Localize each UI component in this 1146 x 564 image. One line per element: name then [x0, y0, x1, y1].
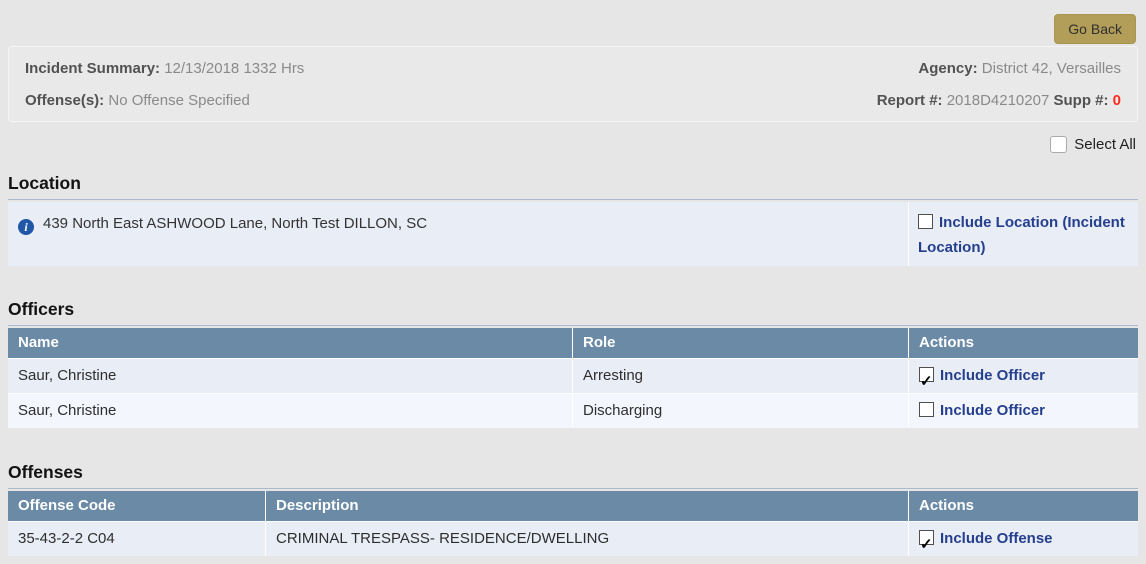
- report-number-label: Report #:: [876, 92, 943, 109]
- top-bar: Go Back: [0, 0, 1146, 44]
- location-heading: Location: [8, 173, 81, 193]
- officer-name: Saur, Christine: [8, 359, 572, 393]
- offenses-label: Offense(s):: [25, 92, 105, 109]
- officer-role: Discharging: [572, 394, 908, 428]
- include-officer-link[interactable]: Include Officer: [940, 402, 1046, 419]
- offenses-value: No Offense Specified: [108, 92, 250, 109]
- include-offense-checkbox[interactable]: [919, 528, 934, 556]
- include-officer-checkbox[interactable]: [919, 365, 934, 393]
- officer-row: Saur, Christine Discharging Include Offi…: [8, 393, 1138, 428]
- officer-role: Arresting: [572, 359, 908, 393]
- officer-row: Saur, Christine Arresting Include Office…: [8, 358, 1138, 393]
- column-header-actions: Actions: [908, 328, 1138, 358]
- officer-name: Saur, Christine: [8, 394, 572, 428]
- include-location-link[interactable]: Include Location (Incident Location): [918, 214, 1125, 256]
- report-number-value: 2018D4210207: [946, 92, 1050, 109]
- column-header-actions: Actions: [908, 491, 1138, 521]
- officer-actions-cell: Include Officer: [908, 359, 1138, 393]
- offenses-summary: Offense(s): No Offense Specified: [25, 92, 250, 109]
- agency: Agency: District 42, Versailles: [918, 60, 1121, 77]
- location-section: Location i 439 North East ASHWOOD Lane, N…: [0, 173, 1146, 266]
- supp-number-value: 0: [1112, 92, 1121, 109]
- include-location-checkbox[interactable]: [918, 214, 933, 229]
- location-actions-cell: Include Location (Incident Location): [908, 202, 1138, 266]
- include-offense-link[interactable]: Include Offense: [940, 530, 1053, 547]
- select-all-checkbox[interactable]: [1050, 136, 1068, 153]
- offense-description: CRIMINAL TRESPASS- RESIDENCE/DWELLING: [265, 522, 908, 556]
- location-address: 439 North East ASHWOOD Lane, North Test …: [43, 215, 428, 232]
- column-header-offense-code: Offense Code: [8, 491, 265, 521]
- go-back-button[interactable]: Go Back: [1054, 14, 1136, 44]
- offense-actions-cell: Include Offense: [908, 522, 1138, 556]
- officers-table: Name Role Actions Saur, Christine Arrest…: [8, 325, 1138, 428]
- offenses-section: Offenses Offense Code Description Action…: [0, 462, 1146, 556]
- offenses-heading: Offenses: [8, 462, 83, 482]
- incident-summary: Incident Summary: 12/13/2018 1332 Hrs: [25, 60, 304, 77]
- agency-label: Agency:: [918, 60, 978, 77]
- select-all-label: Select All: [1074, 136, 1136, 153]
- officers-heading: Officers: [8, 299, 75, 319]
- offense-code: 35-43-2-2 C04: [8, 522, 265, 556]
- supp-number-label: Supp #:: [1053, 92, 1109, 109]
- offenses-table: Offense Code Description Actions 35-43-2…: [8, 488, 1138, 556]
- summary-row-1: Incident Summary: 12/13/2018 1332 Hrs Ag…: [25, 60, 1121, 77]
- column-header-name: Name: [8, 328, 572, 358]
- officers-section: Officers Name Role Actions Saur, Christi…: [0, 299, 1146, 428]
- location-address-cell: i 439 North East ASHWOOD Lane, North Test…: [8, 202, 908, 266]
- summary-row-2: Offense(s): No Offense Specified Report …: [25, 92, 1121, 109]
- officers-table-header: Name Role Actions: [8, 328, 1138, 358]
- select-all-row: Select All: [0, 136, 1136, 153]
- column-header-description: Description: [265, 491, 908, 521]
- incident-summary-value: 12/13/2018 1332 Hrs: [164, 60, 305, 77]
- report-number: Report #: 2018D4210207 Supp #: 0: [877, 92, 1121, 109]
- offense-row: 35-43-2-2 C04 CRIMINAL TRESPASS- RESIDEN…: [8, 521, 1138, 556]
- include-officer-checkbox[interactable]: [919, 402, 934, 417]
- location-table: i 439 North East ASHWOOD Lane, North Test…: [8, 199, 1138, 266]
- location-row: i 439 North East ASHWOOD Lane, North Test…: [8, 202, 1138, 266]
- officer-actions-cell: Include Officer: [908, 394, 1138, 428]
- incident-summary-label: Incident Summary:: [25, 60, 161, 77]
- column-header-role: Role: [572, 328, 908, 358]
- offenses-table-header: Offense Code Description Actions: [8, 491, 1138, 521]
- incident-summary-box: Incident Summary: 12/13/2018 1332 Hrs Ag…: [8, 46, 1138, 122]
- info-icon[interactable]: i: [18, 219, 34, 235]
- include-officer-link[interactable]: Include Officer: [940, 367, 1046, 384]
- agency-value: District 42, Versailles: [981, 60, 1121, 77]
